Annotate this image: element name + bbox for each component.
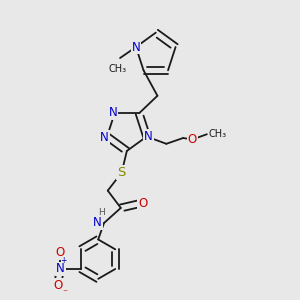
Text: CH₃: CH₃ — [109, 64, 127, 74]
Text: N: N — [100, 130, 109, 144]
Text: N: N — [56, 262, 65, 275]
Text: O: O — [53, 279, 63, 292]
Text: O: O — [188, 133, 197, 146]
Text: N: N — [144, 130, 153, 143]
Text: ⁻: ⁻ — [63, 288, 68, 298]
Text: N: N — [93, 217, 102, 230]
Text: H: H — [98, 208, 105, 217]
Text: O: O — [138, 197, 148, 210]
Text: S: S — [118, 166, 126, 179]
Text: +: + — [60, 256, 66, 265]
Text: O: O — [56, 246, 65, 259]
Text: CH₃: CH₃ — [208, 129, 226, 139]
Text: N: N — [109, 106, 118, 119]
Text: N: N — [132, 40, 140, 53]
